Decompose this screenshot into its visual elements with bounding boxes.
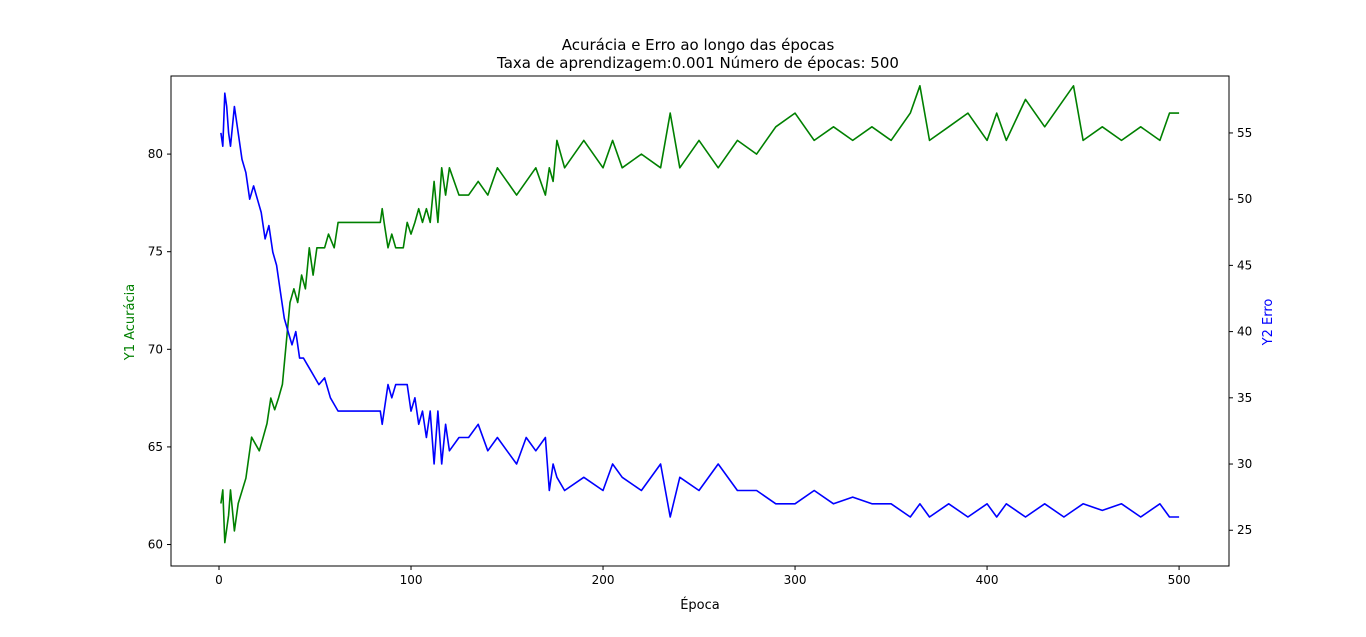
y-right-tick-label: 25 bbox=[1237, 523, 1252, 537]
accuracy-series-line bbox=[220, 85, 1180, 544]
plot-frame bbox=[170, 75, 1230, 567]
x-tick-label: 500 bbox=[1168, 573, 1191, 587]
x-tick-label: 200 bbox=[592, 573, 615, 587]
y-left-tick-label: 60 bbox=[148, 538, 163, 552]
y-left-tick-label: 75 bbox=[148, 245, 163, 259]
y-left-tick-label: 65 bbox=[148, 440, 163, 454]
chart-subtitle: Taxa de aprendizagem:0.001 Número de épo… bbox=[496, 54, 899, 72]
y-right-tick-label: 35 bbox=[1237, 391, 1252, 405]
chart-title: Acurácia e Erro ao longo das épocas bbox=[562, 36, 835, 54]
y-left-axis-label: Y1 Acurácia bbox=[123, 284, 138, 361]
y-right-tick-label: 50 bbox=[1237, 192, 1252, 206]
x-tick-label: 0 bbox=[215, 573, 223, 587]
y-right-axis-label: Y2 Erro bbox=[1261, 299, 1276, 347]
y-left-tick-label: 70 bbox=[148, 342, 163, 356]
y-right-tick-label: 45 bbox=[1237, 258, 1252, 272]
x-tick-label: 400 bbox=[976, 573, 999, 587]
y-right-tick-label: 30 bbox=[1237, 457, 1252, 471]
x-tick-label: 100 bbox=[400, 573, 423, 587]
y-left-tick-label: 80 bbox=[148, 147, 163, 161]
x-axis-label: Época bbox=[680, 597, 720, 613]
y-right-tick-label: 40 bbox=[1237, 325, 1252, 339]
error-series-line bbox=[220, 92, 1180, 518]
x-tick-label: 300 bbox=[784, 573, 807, 587]
y-right-tick-label: 55 bbox=[1237, 126, 1252, 140]
